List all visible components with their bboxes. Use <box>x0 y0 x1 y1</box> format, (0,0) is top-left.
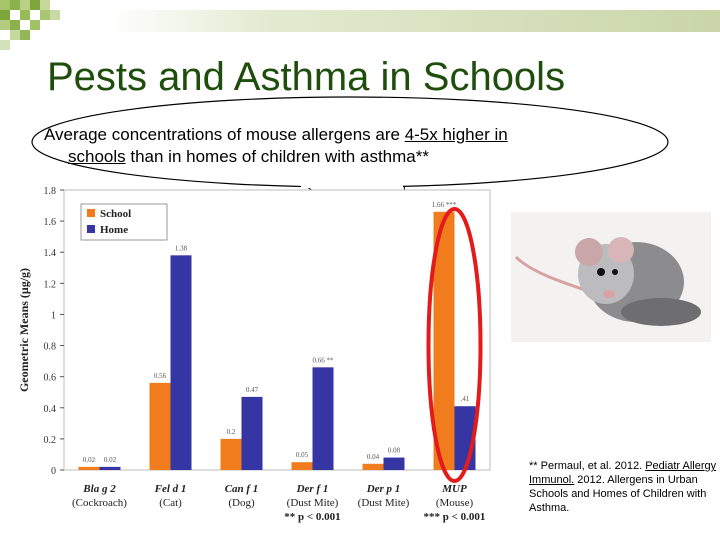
data-label: 0.02 <box>104 456 117 464</box>
x-category-sublabel: (Cat) <box>159 497 182 509</box>
footnote-derf1: ** p < 0.001 <box>284 511 340 523</box>
x-category-label: MUP <box>441 483 467 495</box>
school-bar <box>362 463 384 470</box>
legend-swatch-school <box>87 209 95 217</box>
school-bar <box>291 462 313 470</box>
home-bar <box>241 396 263 470</box>
y-tick-label: 1.8 <box>44 186 57 197</box>
allergen-bar-chart: 0 0.2 0.4 0.6 0.8 1 1.2 1.4 1.6 1.8 Geometric Mean… <box>14 180 500 530</box>
data-label: 0.08 <box>388 447 401 455</box>
data-label: 0.56 <box>154 372 167 380</box>
data-label: .41 <box>461 395 470 403</box>
home-bar <box>170 255 192 470</box>
legend-label-home: Home <box>100 224 128 236</box>
callout-text-d: than in homes of children with asthma** <box>125 147 429 166</box>
citation-a: ** Permaul, et al. 2012. <box>529 460 646 472</box>
callout-text-a: Average concentrations of mouse allergen… <box>44 125 405 144</box>
x-category-sublabel: (Cockroach) <box>72 497 127 509</box>
data-label: 1.38 <box>175 244 188 252</box>
callout-text: Average concentrations of mouse allergen… <box>44 124 644 168</box>
data-label: 0.05 <box>296 451 309 459</box>
school-bar <box>433 211 455 470</box>
y-axis-label: Geometric Means (μg/g) <box>17 268 31 392</box>
y-tick-label: 0.4 <box>44 404 57 415</box>
home-bar <box>383 457 405 470</box>
school-bar <box>220 438 242 470</box>
y-tick-label: 1.6 <box>44 217 57 228</box>
y-tick-label: 1 <box>51 310 56 321</box>
citation-journal: Pediatr Allergy Immunol. <box>529 460 717 486</box>
slide-title: Pests and Asthma in Schools <box>47 55 566 99</box>
mouse-photo <box>511 212 711 342</box>
y-tick-label: 0.6 <box>44 373 57 384</box>
home-bar <box>312 367 334 470</box>
data-label: 0.04 <box>367 453 380 461</box>
mup-highlight-oval <box>426 207 483 483</box>
x-category-sublabel: (Dog) <box>228 497 255 509</box>
x-category-label: Can f 1 <box>225 483 259 495</box>
footnote-mup: *** p < 0.001 <box>424 511 486 523</box>
data-label: 0.2 <box>227 428 236 436</box>
callout-text-schools: schools <box>68 147 126 166</box>
data-label: 1.66 *** <box>432 201 457 209</box>
data-label: 0.66 ** <box>313 356 335 364</box>
legend-label-school: School <box>100 208 131 220</box>
x-category-label: Bla g 2 <box>82 483 116 495</box>
data-label: 0.47 <box>246 386 259 394</box>
y-tick-label: 0.2 <box>44 435 57 446</box>
legend-box <box>80 203 168 241</box>
x-category-sublabel: (Dust Mite) <box>358 497 410 509</box>
corner-checker-decoration <box>0 0 60 50</box>
school-bar <box>149 382 171 470</box>
y-tick-label: 1.2 <box>44 279 57 290</box>
school-bar <box>78 466 100 470</box>
x-category-label: Der f 1 <box>296 483 329 495</box>
home-bar <box>99 466 121 470</box>
legend-swatch-home <box>87 225 95 233</box>
callout-text-emphasis: 4-5x higher in <box>404 125 508 144</box>
y-tick-label: 0.8 <box>44 342 57 353</box>
y-tick-label: 1.4 <box>44 248 57 259</box>
y-tick-label: 0 <box>51 466 56 477</box>
header-band <box>108 10 720 32</box>
data-label: 0.02 <box>83 456 96 464</box>
x-category-sublabel: (Mouse) <box>436 497 474 509</box>
citation: ** Permaul, et al. 2012. Pediatr Allergy… <box>529 459 719 515</box>
x-category-label: Fel d 1 <box>154 483 187 495</box>
citation-c: 2012. Allergens in Urban Schools and Hom… <box>529 474 707 514</box>
x-category-sublabel: (Dust Mite) <box>287 497 339 509</box>
x-category-label: Der p 1 <box>366 483 401 495</box>
